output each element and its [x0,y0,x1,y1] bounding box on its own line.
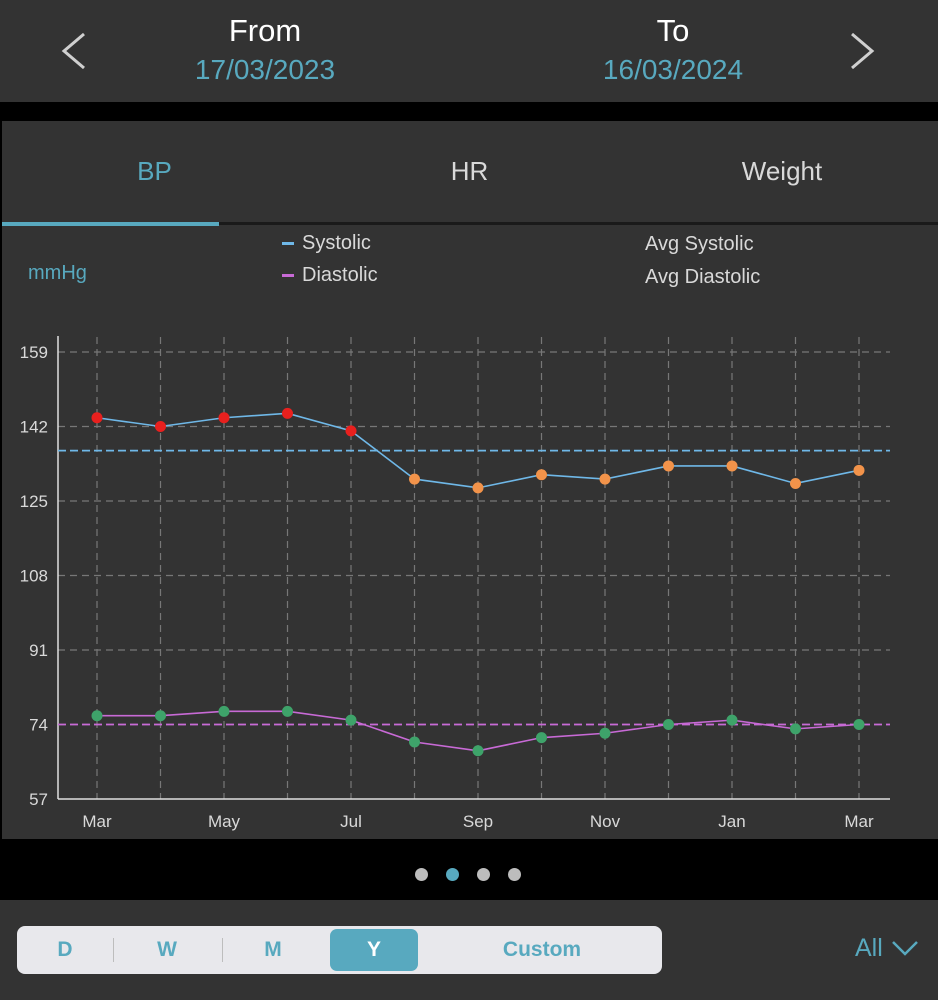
range-option-custom[interactable]: Custom [502,938,582,961]
systolic-point [409,473,420,485]
systolic-point [790,477,801,489]
diastolic-point [853,719,865,730]
diastolic-point [409,736,420,748]
page-dot[interactable] [508,868,521,881]
diastolic-point [472,745,484,757]
x-tick-label: May [208,812,241,831]
x-tick-label: Mar [82,812,112,831]
diastolic-point [726,714,738,726]
systolic-point [726,460,738,472]
diastolic-line [97,710,860,752]
diastolic-legend-swatch [282,274,294,277]
segment-divider [222,938,223,962]
tab-hr[interactable]: HR [450,156,489,186]
range-option-day[interactable]: D [57,938,73,961]
systolic-point [663,460,674,472]
from-date-block[interactable]: From 17/03/2023 [145,12,385,88]
x-tick-label: Mar [844,812,874,831]
chevron-right-icon [851,32,875,70]
diastolic-point [218,705,230,717]
systolic-point [536,469,547,481]
y-tick-label: 91 [29,641,48,660]
y-tick-label: 125 [20,492,48,511]
x-tick-label: Sep [463,812,493,831]
next-period-button[interactable] [842,26,882,76]
diastolic-point [345,714,357,726]
from-date: 17/03/2023 [194,54,336,85]
bp-line-chart: 57 74 91 108 125 142 159 Mar May Jul Sep Nov Jan Mar [20,336,890,831]
page-dot[interactable] [477,868,490,881]
systolic-legend-swatch [282,242,294,245]
chart-panel: BP HR Weight mmHg Systolic Diastolic Avg… [2,121,938,839]
legend-avg-diastolic: Avg Diastolic [645,266,761,288]
range-option-year[interactable]: Y [330,929,418,971]
systolic-point [853,464,865,476]
to-date: 16/03/2024 [602,54,744,85]
page-dot[interactable] [415,868,428,881]
y-tick-label: 159 [20,343,48,362]
systolic-point [345,425,357,437]
range-selector: D W M Y Custom [17,926,662,974]
chevron-down-icon[interactable] [890,938,920,958]
x-tick-label: Jul [340,812,362,831]
active-tab-indicator [2,222,219,226]
chevron-left-icon [61,32,85,70]
metric-tabs: BP HR Weight [2,121,938,222]
diastolic-point [91,710,103,722]
systolic-point [155,421,166,432]
tab-bp[interactable]: BP [137,156,172,186]
tab-weight[interactable]: Weight [741,156,823,186]
previous-period-button[interactable] [54,26,94,76]
y-tick-label: 142 [20,418,48,437]
y-tick-label: 74 [29,716,48,735]
systolic-point [218,412,230,424]
y-tick-label: 108 [20,567,48,586]
range-option-month[interactable]: M [264,938,282,961]
legend-systolic: Systolic [302,232,371,254]
x-tick-label: Jan [718,812,745,831]
unit-label: mmHg [28,262,87,284]
bottom-controls: D W M Y Custom All [0,900,938,1000]
page-dot[interactable] [446,868,459,881]
systolic-point [91,412,103,424]
from-label: From [228,13,302,48]
systolic-point [472,482,484,494]
legend-avg-systolic: Avg Systolic [645,233,754,255]
systolic-point [282,407,293,419]
filter-dropdown[interactable]: All [855,934,883,962]
to-label: To [656,13,690,48]
diastolic-point [790,723,801,735]
range-option-week[interactable]: W [157,938,177,961]
systolic-point [599,473,611,485]
tabs-divider [2,222,938,225]
date-range-header: From 17/03/2023 To 16/03/2024 [0,0,938,102]
page-indicator [0,868,938,882]
y-tick-label: 57 [29,790,48,809]
diastolic-point [155,710,166,722]
diastolic-point [536,732,547,744]
diastolic-point [599,727,611,739]
diastolic-point [663,719,674,730]
x-tick-label: Nov [590,812,621,831]
to-date-block[interactable]: To 16/03/2024 [553,12,793,88]
segment-divider [113,938,114,962]
legend-diastolic: Diastolic [302,264,378,286]
diastolic-point [282,705,293,717]
